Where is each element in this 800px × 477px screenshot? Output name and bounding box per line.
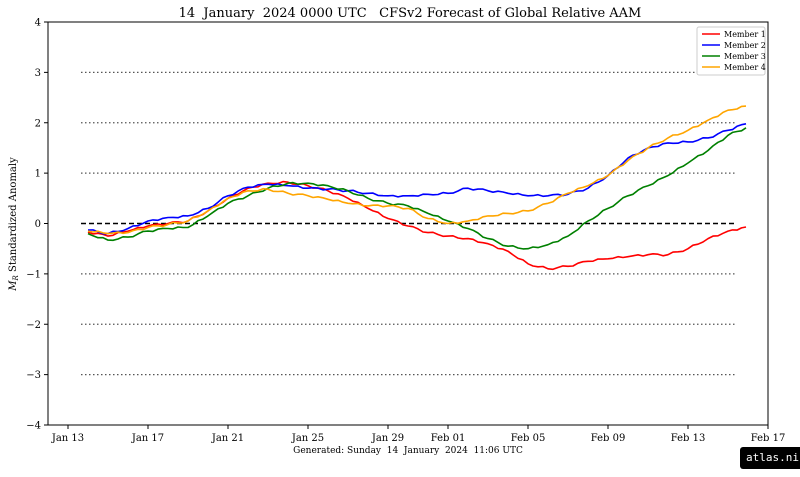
y-axis-label: MR Standardized Anomaly: [8, 157, 20, 292]
x-tick-label: Feb 09: [591, 433, 626, 444]
x-tick-label: Jan 25: [291, 433, 324, 444]
x-tick-label: Feb 17: [751, 433, 786, 444]
series-line-member-2: [87, 123, 747, 235]
legend-label: Member 2: [724, 41, 766, 50]
series-lines: [87, 105, 747, 271]
y-tick-label: 0: [35, 219, 41, 230]
legend-label: Member 3: [724, 52, 766, 61]
grid-lines: [81, 71, 735, 376]
watermark-badge: atlas.niu.edu: [740, 447, 800, 469]
legend: Member 1 Member 2 Member 3 Member 4: [696, 26, 766, 76]
x-tick-label: Jan 21: [211, 433, 244, 444]
y-axis-ticks: 4 3 2 1 0 −1 −2 −3 −4: [26, 18, 48, 432]
y-tick-label: −3: [26, 370, 41, 381]
y-tick-label: 4: [35, 18, 41, 29]
x-tick-label: Feb 13: [671, 433, 706, 444]
chart-title: 14 January 2024 0000 UTC CFSv2 Forecast …: [179, 6, 642, 21]
legend-box: [696, 26, 766, 76]
y-tick-label: −1: [26, 269, 41, 280]
x-tick-label: Jan 13: [51, 433, 84, 444]
x-tick-label: Feb 05: [511, 433, 546, 444]
y-tick-label: 1: [35, 169, 41, 180]
x-axis-ticks: Jan 13 Jan 17 Jan 21 Jan 25 Jan 29 Feb 01 Feb …: [51, 425, 785, 444]
legend-label: Member 4: [724, 63, 766, 72]
series-line-member-3: [87, 127, 747, 250]
y-tick-label: −2: [26, 320, 41, 331]
series-line-member-4: [87, 105, 747, 235]
y-tick-label: −4: [26, 421, 41, 432]
x-tick-label: Jan 17: [131, 433, 164, 444]
y-tick-label: 3: [35, 68, 41, 79]
x-tick-label: Feb 01: [431, 433, 466, 444]
generated-footer: Generated: Sunday 14 January 2024 11:06 …: [293, 446, 523, 456]
legend-label: Member 1: [724, 30, 766, 39]
x-tick-label: Jan 29: [371, 433, 404, 444]
series-line-member-1: [87, 180, 747, 271]
y-tick-label: 2: [35, 118, 41, 129]
